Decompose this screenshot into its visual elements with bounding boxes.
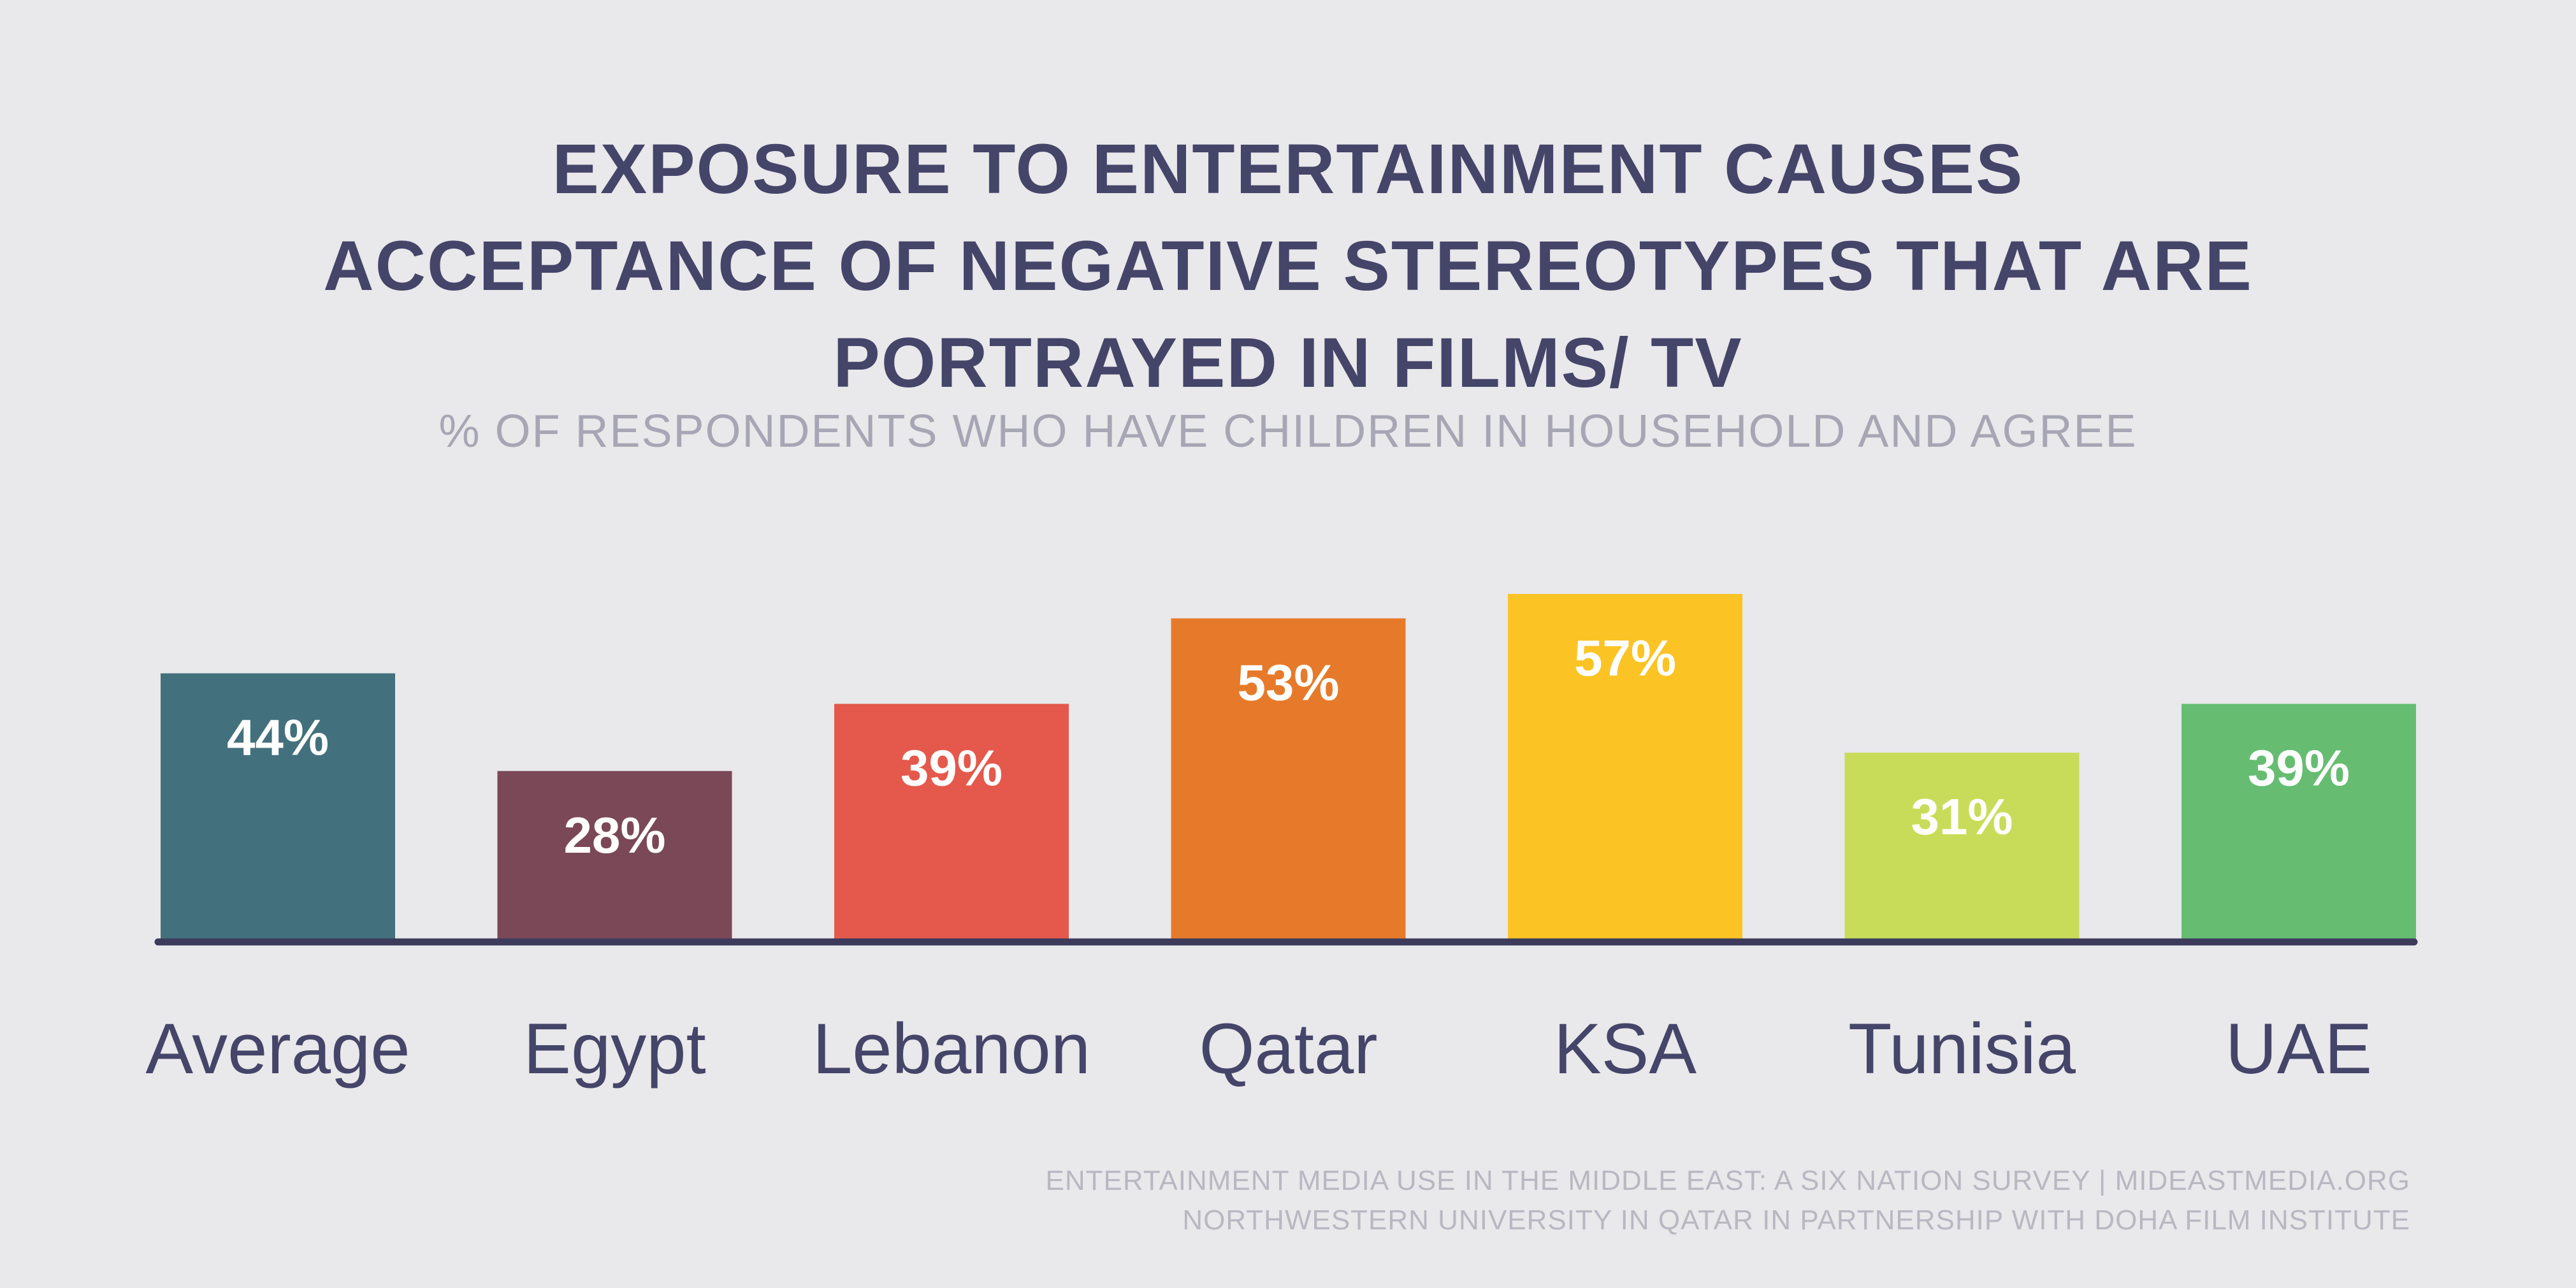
bar-uae [2182, 704, 2416, 942]
chart-title-line-3: PORTRAYED IN FILMS/ TV [833, 324, 1743, 402]
value-label-tunisia: 31% [1911, 788, 2013, 845]
category-label-egypt: Egypt [523, 1009, 706, 1089]
bar-ksa [1508, 594, 1742, 942]
value-label-uae: 39% [2248, 739, 2350, 796]
chart-title: EXPOSURE TO ENTERTAINMENT CAUSES ACCEPTA… [0, 121, 2576, 412]
value-label-ksa: 57% [1574, 630, 1676, 686]
chart-title-line-1: EXPOSURE TO ENTERTAINMENT CAUSES [552, 130, 2024, 208]
value-label-qatar: 53% [1237, 654, 1339, 711]
bar-qatar [1171, 618, 1406, 942]
bar-average [161, 673, 395, 942]
value-label-egypt: 28% [563, 807, 665, 864]
category-label-uae: UAE [2225, 1009, 2372, 1089]
category-label-qatar: Qatar [1199, 1009, 1377, 1089]
bar-egypt [497, 771, 732, 942]
source-line-1: ENTERTAINMENT MEDIA USE IN THE MIDDLE EA… [1045, 1165, 2410, 1196]
source-note: ENTERTAINMENT MEDIA USE IN THE MIDDLE EA… [1046, 1161, 2410, 1240]
chart-title-line-2: ACCEPTANCE OF NEGATIVE STEREOTYPES THAT … [323, 227, 2253, 305]
source-line-2: NORTHWESTERN UNIVERSITY IN QATAR IN PART… [1182, 1205, 2410, 1236]
chart-subtitle: % OF RESPONDENTS WHO HAVE CHILDREN IN HO… [438, 406, 2138, 457]
category-label-tunisia: Tunisia [1848, 1009, 2076, 1089]
category-label-lebanon: Lebanon [813, 1009, 1090, 1089]
bar-tunisia [1844, 753, 2080, 942]
value-label-lebanon: 39% [901, 739, 1002, 796]
value-label-average: 44% [227, 709, 329, 766]
bar-lebanon [834, 704, 1069, 942]
category-label-average: Average [145, 1009, 410, 1089]
category-label-ksa: KSA [1554, 1009, 1697, 1089]
